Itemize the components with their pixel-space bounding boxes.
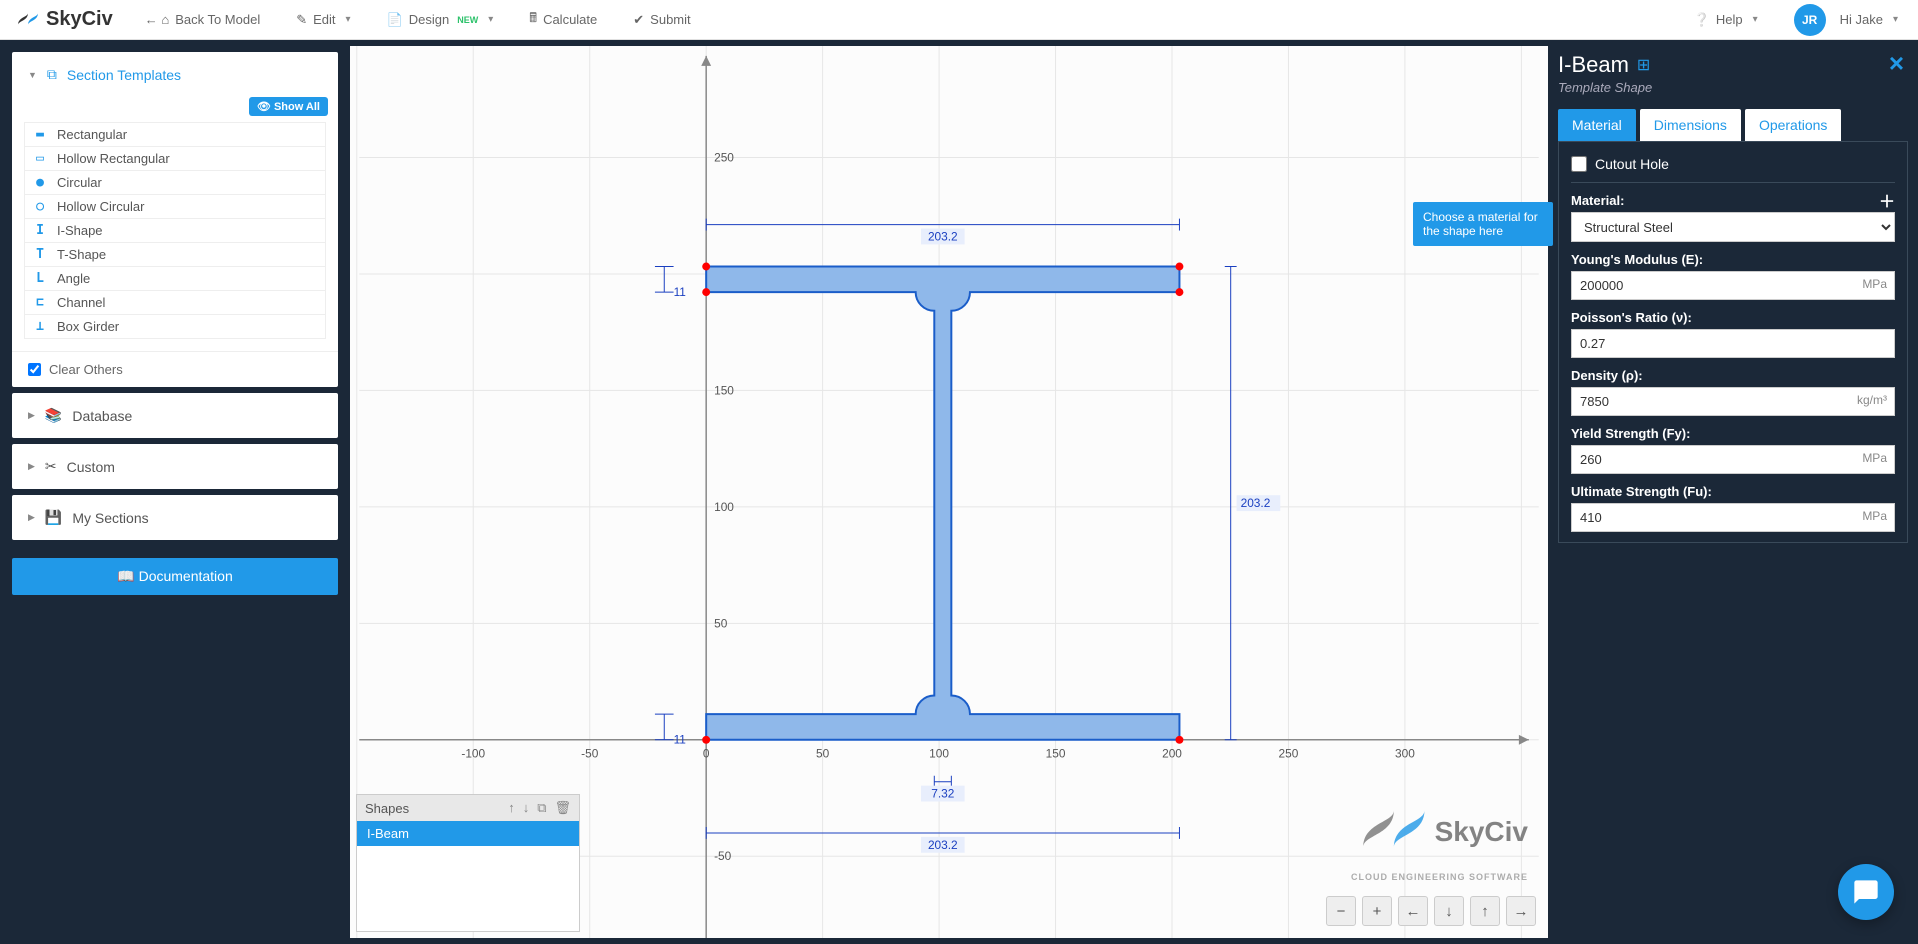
poisson-input[interactable] — [1571, 329, 1895, 358]
duplicate-icon[interactable]: ⧉ — [537, 800, 546, 816]
svg-text:11: 11 — [674, 285, 687, 299]
svg-text:250: 250 — [714, 150, 734, 164]
section-templates-panel: ▼ ⧉ Section Templates Show All ▬Rectangu… — [12, 52, 338, 387]
pan-right-button[interactable]: → — [1506, 896, 1536, 926]
database-header[interactable]: ▶ 📚 Database — [12, 393, 338, 438]
documentation-button[interactable]: 📖 Documentation — [12, 558, 338, 595]
database-panel: ▶ 📚 Database — [12, 393, 338, 438]
design-menu[interactable]: 📄 DesignNEW▾ — [369, 0, 512, 39]
svg-text:203.2: 203.2 — [928, 838, 958, 852]
youngs-input[interactable] — [1571, 271, 1895, 300]
custom-panel: ▶ ✂ Custom — [12, 444, 338, 489]
help-menu[interactable]: ❔ Help▾ — [1676, 0, 1776, 39]
submit-button[interactable]: ✔ Submit — [615, 0, 708, 39]
top-toolbar: SkyCiv ← ⌂ Back To Model ✎ Edit▾ 📄 Desig… — [0, 0, 1918, 40]
panel-subtitle: Template Shape — [1558, 80, 1908, 95]
shape-template-box-girder[interactable]: ⊥Box Girder — [24, 315, 326, 339]
move-up-icon[interactable]: ↑ — [508, 800, 515, 816]
cutout-hole-checkbox[interactable]: Cutout Hole — [1571, 152, 1895, 183]
my-sections-panel: ▶ 💾 My Sections — [12, 495, 338, 540]
clear-others-checkbox[interactable]: Clear Others — [12, 351, 338, 387]
zoom-controls: − + ← ↓ ↑ → — [1326, 896, 1536, 926]
shape-template-circular[interactable]: ●Circular — [24, 171, 326, 195]
shape-template-angle[interactable]: LAngle — [24, 267, 326, 291]
pan-left-button[interactable]: ← — [1398, 896, 1428, 926]
zoom-out-button[interactable]: − — [1326, 896, 1356, 926]
yield-input[interactable] — [1571, 445, 1895, 474]
custom-header[interactable]: ▶ ✂ Custom — [12, 444, 338, 489]
svg-text:100: 100 — [714, 500, 734, 514]
svg-text:150: 150 — [714, 383, 734, 397]
svg-text:300: 300 — [1395, 747, 1415, 761]
pan-down-button[interactable]: ↓ — [1434, 896, 1464, 926]
brand-text: SkyCiv — [46, 8, 113, 31]
svg-text:50: 50 — [714, 616, 728, 630]
close-panel-button[interactable]: × — [1889, 48, 1904, 79]
shape-template-i-shape[interactable]: II-Shape — [24, 219, 326, 243]
chat-button[interactable] — [1838, 864, 1894, 920]
shape-template-hollow-rectangular[interactable]: ▭Hollow Rectangular — [24, 147, 326, 171]
shape-list-item[interactable]: I-Beam — [357, 821, 579, 846]
ultimate-input[interactable] — [1571, 503, 1895, 532]
svg-text:203.2: 203.2 — [1241, 496, 1271, 510]
tab-dimensions[interactable]: Dimensions — [1640, 109, 1741, 141]
show-all-button[interactable]: Show All — [249, 97, 328, 116]
svg-text:50: 50 — [816, 747, 830, 761]
calculate-button[interactable]: 🖩 Calculate — [511, 0, 615, 39]
pan-up-button[interactable]: ↑ — [1470, 896, 1500, 926]
svg-text:150: 150 — [1046, 747, 1066, 761]
zoom-in-button[interactable]: + — [1362, 896, 1392, 926]
svg-text:7.32: 7.32 — [931, 787, 954, 801]
user-avatar: JR — [1794, 4, 1826, 36]
svg-text:-100: -100 — [461, 747, 485, 761]
edit-menu[interactable]: ✎ Edit▾ — [278, 0, 368, 39]
my-sections-header[interactable]: ▶ 💾 My Sections — [12, 495, 338, 540]
material-select[interactable]: Structural Steel — [1571, 212, 1895, 242]
svg-text:0: 0 — [703, 747, 710, 761]
section-canvas[interactable]: -100-50050100150200250300-50501001502002… — [350, 46, 1548, 938]
tab-operations[interactable]: Operations — [1745, 109, 1841, 141]
brand-logo: SkyCiv — [0, 7, 127, 33]
svg-text:11: 11 — [674, 733, 687, 747]
ultimate-label: Ultimate Strength (Fu): — [1571, 484, 1895, 499]
shape-template-hollow-circular[interactable]: ○Hollow Circular — [24, 195, 326, 219]
youngs-label: Young's Modulus (E): — [1571, 252, 1895, 267]
user-menu[interactable]: JR Hi Jake▾ — [1776, 0, 1918, 39]
svg-text:-50: -50 — [581, 747, 599, 761]
yield-label: Yield Strength (Fy): — [1571, 426, 1895, 441]
svg-text:100: 100 — [929, 747, 949, 761]
shape-template-channel[interactable]: ⊏Channel — [24, 291, 326, 315]
shapes-list-panel: Shapes ↑ ↓ ⧉ 🗑 I-Beam — [356, 794, 580, 932]
delete-icon[interactable]: 🗑 — [554, 800, 571, 816]
main-area: ▼ ⧉ Section Templates Show All ▬Rectangu… — [0, 40, 1918, 944]
property-tabs: MaterialDimensionsOperations — [1558, 109, 1908, 141]
add-material-button[interactable]: ＋ — [1879, 188, 1895, 212]
move-down-icon[interactable]: ↓ — [523, 800, 530, 816]
back-to-model-button[interactable]: ← ⌂ Back To Model — [127, 0, 279, 39]
svg-text:203.2: 203.2 — [928, 229, 958, 243]
section-templates-header[interactable]: ▼ ⧉ Section Templates — [12, 52, 338, 97]
svg-text:-50: -50 — [714, 849, 732, 863]
svg-text:200: 200 — [1162, 747, 1182, 761]
material-tooltip: Choose a material for the shape here — [1413, 202, 1553, 246]
density-label: Density (ρ): — [1571, 368, 1895, 383]
shape-template-t-shape[interactable]: TT-Shape — [24, 243, 326, 267]
properties-panel: × I-Beam ⊞ Template Shape MaterialDimens… — [1548, 40, 1918, 944]
shape-template-list: ▬Rectangular▭Hollow Rectangular●Circular… — [12, 122, 338, 351]
left-sidebar: ▼ ⧉ Section Templates Show All ▬Rectangu… — [0, 40, 350, 944]
material-label: Material: — [1571, 193, 1895, 208]
panel-title: I-Beam ⊞ — [1558, 52, 1908, 78]
density-input[interactable] — [1571, 387, 1895, 416]
material-form: Choose a material for the shape here Cut… — [1558, 141, 1908, 543]
shapes-list-header: Shapes ↑ ↓ ⧉ 🗑 — [357, 795, 579, 821]
svg-text:250: 250 — [1279, 747, 1299, 761]
watermark: SkyCiv CLOUD ENGINEERING SOFTWARE — [1351, 792, 1528, 882]
poisson-label: Poisson's Ratio (ν): — [1571, 310, 1895, 325]
shape-template-rectangular[interactable]: ▬Rectangular — [24, 122, 326, 147]
tab-material[interactable]: Material — [1558, 109, 1636, 141]
